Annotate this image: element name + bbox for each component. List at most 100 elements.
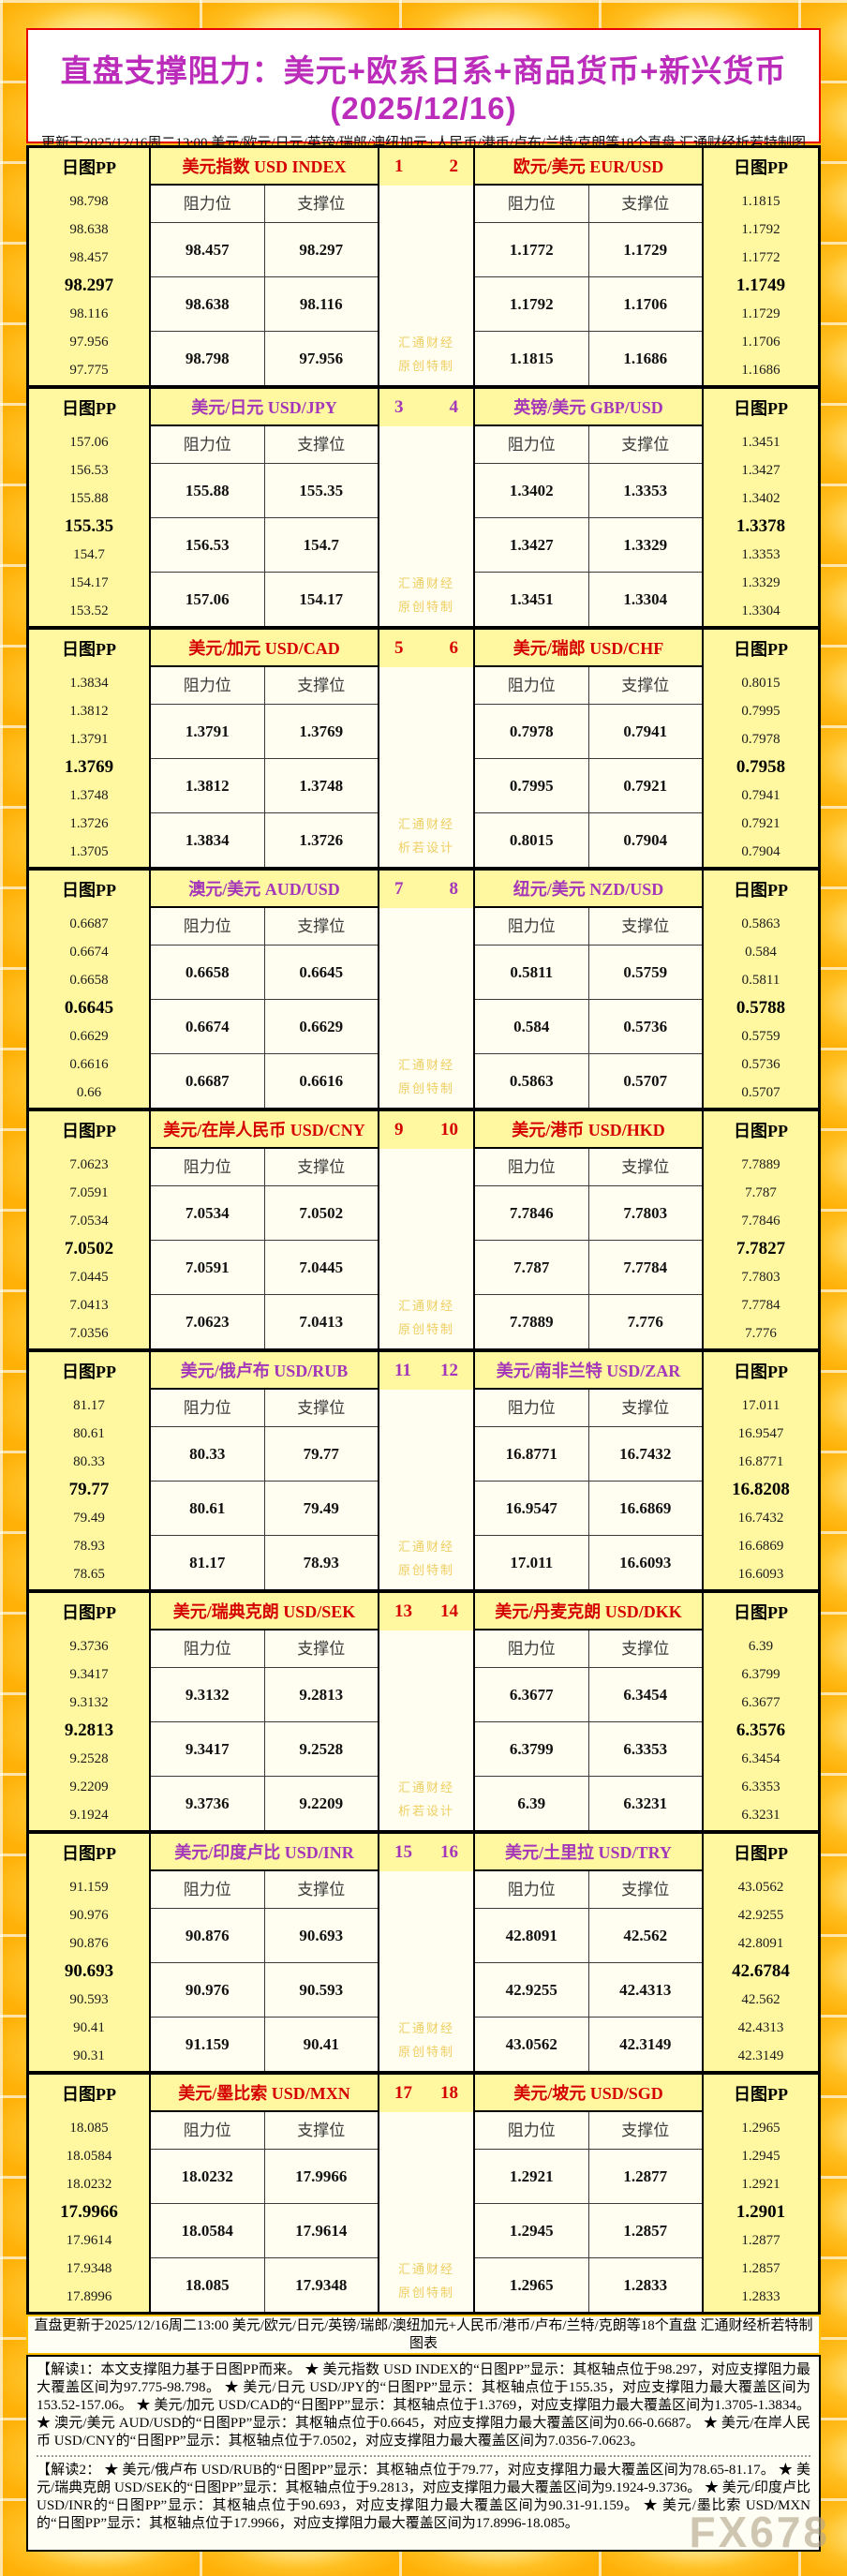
currency-block: 日图PP 0.6687 0.6674 0.6658 0.6645 0.6629 0.6616… [29, 867, 818, 1108]
resistance-value: 90.876 [185, 1926, 230, 1944]
resistance-value: 0.6658 [185, 962, 230, 981]
pp-value: 1.2945 [741, 2148, 780, 2164]
resistance-value: 18.085 [185, 2275, 230, 2294]
pp-value: 9.3417 [69, 1666, 109, 1682]
support-value: 1.3748 [263, 759, 379, 812]
pp-value: 18.085 [69, 2120, 109, 2136]
support-value: 17.9614 [263, 2204, 379, 2257]
pp-header: 日图PP [62, 399, 116, 418]
pp-value: 0.5759 [741, 1029, 780, 1045]
pp-value: 154.7 [73, 547, 105, 563]
pair-index-number: 18 [440, 2083, 458, 2103]
pp-pivot-value: 17.9966 [60, 2202, 118, 2223]
pp-value: 7.0445 [69, 1270, 109, 1286]
pp-value: 0.5811 [741, 972, 780, 988]
pp-header: 日图PP [734, 158, 788, 177]
pp-value: 9.3736 [69, 1638, 109, 1654]
resistance-value: 16.8771 [505, 1444, 557, 1463]
pp-pivot-value: 0.6645 [64, 998, 114, 1019]
pp-value: 80.33 [73, 1453, 105, 1469]
resistance-value: 1.3791 [185, 722, 230, 740]
support-value: 7.0445 [263, 1241, 379, 1294]
support-value: 0.7941 [587, 705, 703, 758]
pair-index-number: 11 [394, 1361, 411, 1380]
pp-value: 7.776 [745, 1326, 777, 1342]
pp-value: 7.0413 [69, 1298, 109, 1314]
support-header: 支撑位 [263, 1630, 379, 1667]
support-value: 79.49 [263, 1482, 379, 1535]
resistance-value: 42.9255 [505, 1980, 557, 1999]
watermark-area: 汇通财经 析若设计 [379, 667, 473, 867]
pp-header: 日图PP [734, 1844, 788, 1863]
currency-block: 日图PP 98.798 98.638 98.457 98.297 98.116 97.956… [29, 148, 818, 385]
currency-block: 日图PP 91.159 90.976 90.876 90.693 90.593 90.41 9… [29, 1830, 818, 2071]
pp-column-left: 日图PP 81.17 80.61 80.33 79.77 79.49 78.93 78.65 [29, 1352, 149, 1589]
support-value: 6.3454 [587, 1668, 703, 1721]
pp-value: 9.2528 [69, 1751, 109, 1767]
pp-value: 6.3454 [741, 1751, 780, 1767]
level-row: 18.085 17.9348 [151, 2258, 378, 2312]
resistance-value: 9.3736 [185, 1794, 230, 1812]
variant-watermark: 原创特制 [397, 1563, 454, 1577]
support-value: 1.3726 [263, 813, 379, 867]
level-row: 42.8091 42.562 [475, 1909, 702, 1963]
index-numbers: 15 16 [379, 1834, 473, 1871]
resistance-value: 0.7978 [509, 722, 554, 740]
pp-value: 9.1924 [69, 1808, 109, 1824]
pp-value: 7.0534 [69, 1213, 109, 1228]
pivot-table-right: 欧元/美元 EUR/USD 阻力位 支撑位 1.1772 1.1729 1.1792 1.1… [473, 148, 704, 385]
support-header: 支撑位 [263, 908, 379, 945]
brand-watermark: 汇通财经 [397, 335, 454, 350]
pp-value: 1.3304 [741, 603, 780, 619]
resistance-value: 0.8015 [509, 830, 554, 849]
index-column: 13 14 汇通财经 析若设计 [379, 1593, 473, 1830]
pp-value: 1.1792 [741, 221, 780, 237]
currency-block: 日图PP 18.085 18.0584 18.0232 17.9966 17.9614 17… [29, 2071, 818, 2312]
variant-watermark: 原创特制 [397, 1322, 454, 1336]
pp-value: 17.8996 [66, 2289, 112, 2305]
currency-pair-title: 美元/丹麦克朗 USD/DKK [475, 1593, 702, 1630]
variant-watermark: 原创特制 [397, 2286, 454, 2300]
pp-header: 日图PP [62, 1603, 116, 1622]
pp-value: 155.88 [69, 490, 109, 506]
pivot-table-left: 美元/墨比索 USD/MXN 阻力位 支撑位 18.0232 17.9966 18.058… [149, 2075, 379, 2312]
support-value: 17.9348 [263, 2258, 379, 2312]
pair-index-number: 13 [394, 1601, 412, 1621]
support-value: 0.6616 [263, 1054, 379, 1108]
pp-header: 日图PP [62, 158, 116, 177]
index-numbers: 9 10 [379, 1111, 473, 1149]
column-header-row: 阻力位 支撑位 [475, 2112, 702, 2150]
pp-header: 日图PP [62, 640, 116, 659]
resistance-value: 9.3417 [185, 1739, 230, 1758]
pp-pivot-value: 98.297 [64, 275, 114, 296]
pp-pivot-value: 79.77 [68, 1480, 110, 1500]
pp-value: 1.3451 [741, 434, 780, 450]
resistance-header: 阻力位 [183, 917, 231, 935]
pp-value: 1.2921 [741, 2176, 780, 2192]
pp-value: 1.1706 [741, 335, 780, 350]
index-column: 9 10 汇通财经 原创特制 [379, 1111, 473, 1348]
pp-pivot-value: 1.1749 [736, 275, 786, 296]
support-value: 17.9966 [263, 2150, 379, 2203]
dotted-divider [37, 2455, 810, 2457]
resistance-value: 0.5863 [509, 1071, 554, 1090]
pp-pivot-value: 90.693 [64, 1961, 114, 1982]
resistance-header: 阻力位 [183, 1881, 231, 1898]
resistance-value: 1.1815 [509, 349, 554, 367]
resistance-value: 6.39 [517, 1794, 546, 1812]
resistance-value: 9.3132 [185, 1685, 230, 1704]
pp-column-right: 日图PP 43.0562 42.9255 42.8091 42.6784 42.562 42… [704, 1834, 818, 2071]
resistance-value: 1.2921 [509, 2167, 554, 2185]
pp-column-left: 日图PP 157.06 156.53 155.88 155.35 154.7 154.17 1… [29, 389, 149, 626]
pp-pivot-value: 7.0502 [64, 1239, 114, 1259]
level-row: 18.0232 17.9966 [151, 2150, 378, 2204]
currency-pair-title: 纽元/美元 NZD/USD [475, 871, 702, 908]
watermark-area: 汇通财经 原创特制 [379, 908, 473, 1108]
resistance-value: 17.011 [510, 1553, 554, 1571]
support-value: 90.693 [263, 1909, 379, 1962]
pp-header: 日图PP [734, 1122, 788, 1140]
resistance-value: 157.06 [185, 589, 230, 608]
resistance-value: 98.457 [185, 240, 230, 259]
pp-value: 7.0591 [69, 1184, 109, 1200]
pp-value: 9.2209 [69, 1779, 109, 1795]
